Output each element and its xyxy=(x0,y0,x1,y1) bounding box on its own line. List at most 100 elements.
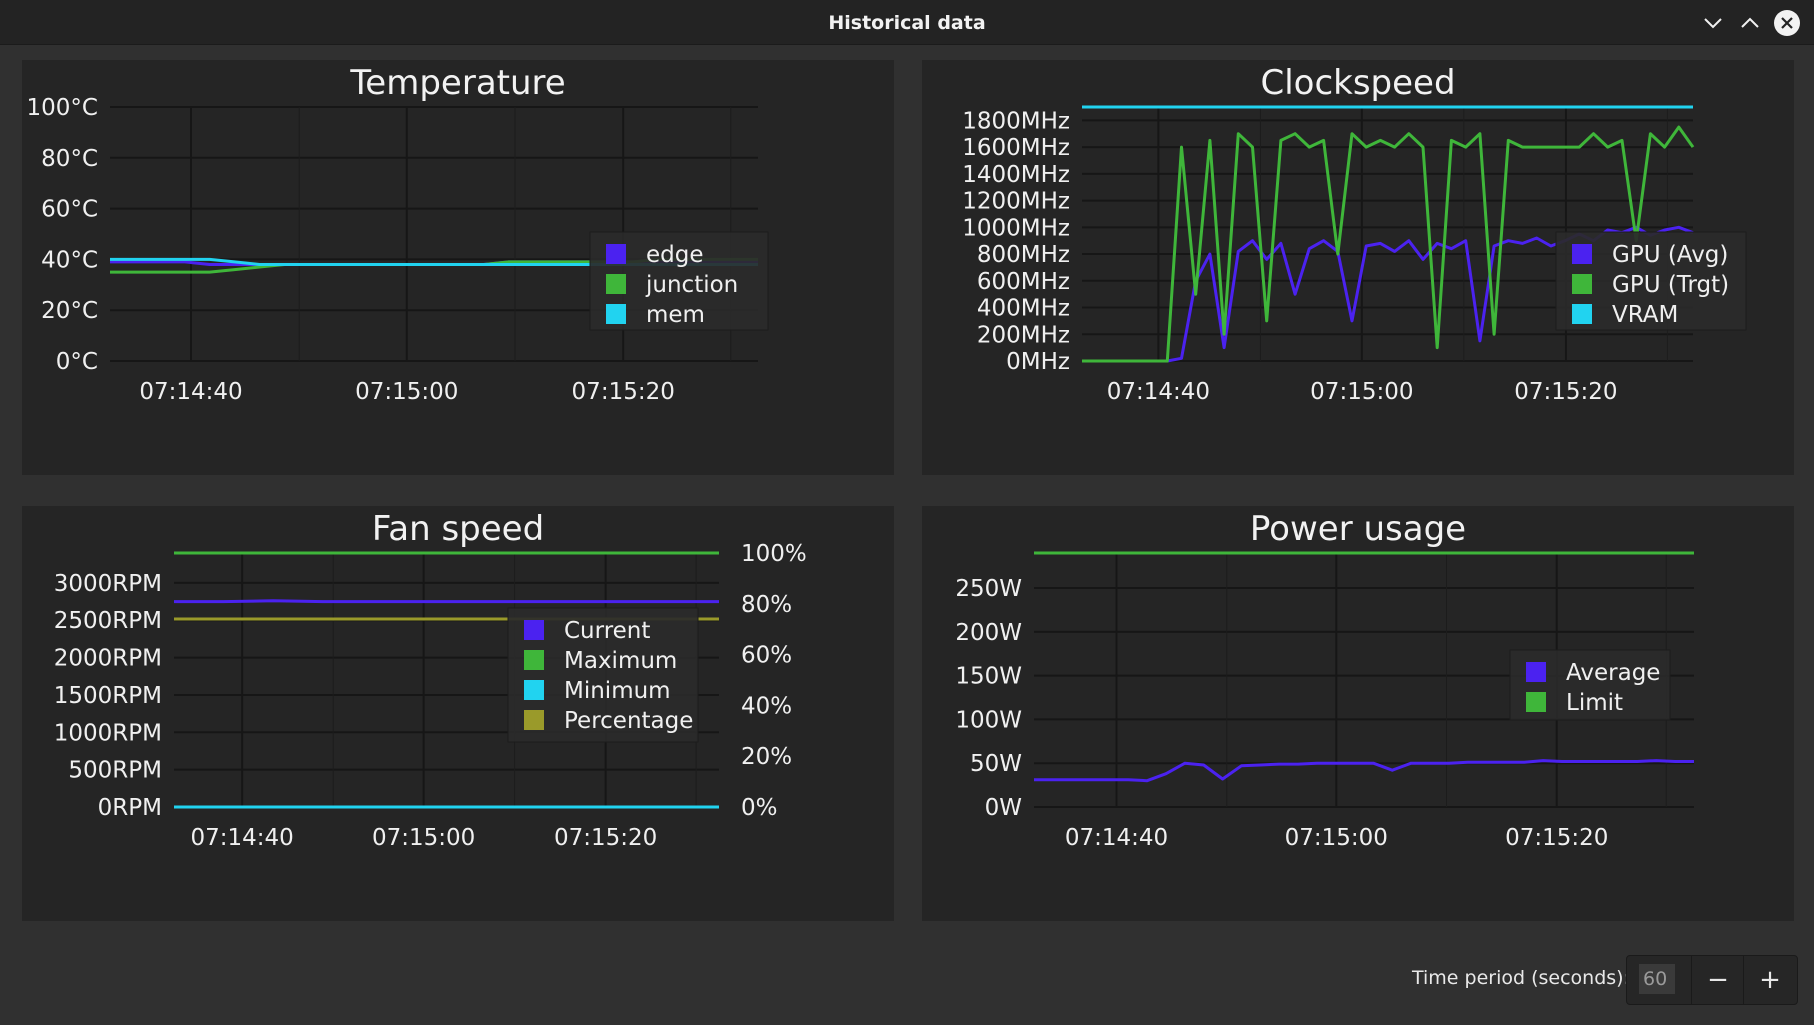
chart-svg: Power usage 0W 50W 100W 150W 200W 250W 07:14:40… xyxy=(955,509,1694,851)
close-icon xyxy=(1781,17,1793,29)
legend-label: edge xyxy=(646,242,704,268)
legend-label: GPU (Avg) xyxy=(1612,242,1728,268)
y-tick-label: 0W xyxy=(985,795,1022,821)
y-tick-label: 1000MHz xyxy=(962,215,1070,241)
x-tick-label: 07:14:40 xyxy=(190,825,293,851)
y2-tick-label: 20% xyxy=(741,744,792,770)
legend-swatch xyxy=(1572,274,1592,294)
decrease-button[interactable]: − xyxy=(1691,956,1744,1004)
legend-label: GPU (Trgt) xyxy=(1612,272,1729,298)
legend-label: mem xyxy=(646,302,705,328)
series-line-current xyxy=(174,599,719,604)
legend-label: Limit xyxy=(1566,690,1623,716)
series-line-gpu-trgt- xyxy=(1082,125,1695,363)
y-tick-label: 100°C xyxy=(27,95,98,121)
y-tick-label: 1800MHz xyxy=(962,108,1070,134)
x-tick-label: 07:15:00 xyxy=(372,825,475,851)
y2-tick-label: 60% xyxy=(741,643,792,669)
chart-title: Clockspeed xyxy=(1260,63,1455,103)
y-tick-label: 500RPM xyxy=(68,758,162,784)
time-period-control: Time period (seconds): 60 − + xyxy=(1380,955,1798,1005)
series-line-average xyxy=(1034,759,1694,783)
y-tick-label: 800MHz xyxy=(977,242,1070,268)
increase-button[interactable]: + xyxy=(1743,956,1796,1004)
y-tick-label: 40°C xyxy=(41,247,98,273)
legend-swatch xyxy=(524,710,544,730)
chart-title: Temperature xyxy=(349,63,565,103)
x-tick-label: 07:15:00 xyxy=(355,379,458,405)
legend-label: Current xyxy=(564,618,650,644)
legend-swatch xyxy=(606,274,626,294)
chart-svg: Temperature 0°C 20°C 40°C 60°C 80°C 100°C 07:14… xyxy=(27,63,769,405)
y-tick-label: 20°C xyxy=(41,298,98,324)
power-usage-chart-panel: Power usage 0W 50W 100W 150W 200W 250W 07:14:40… xyxy=(922,506,1794,921)
x-tick-label: 07:15:00 xyxy=(1310,379,1413,405)
y-tick-label: 150W xyxy=(955,664,1022,690)
legend-label: Maximum xyxy=(564,648,677,674)
legend-swatch xyxy=(524,680,544,700)
y-tick-label: 600MHz xyxy=(977,269,1070,295)
legend-swatch xyxy=(1572,304,1592,324)
y-tick-label: 3000RPM xyxy=(54,571,162,597)
y-tick-label: 1000RPM xyxy=(54,720,162,746)
y-tick-label: 400MHz xyxy=(977,296,1070,322)
legend-label: Percentage xyxy=(564,708,693,734)
time-period-spinbox[interactable]: 60 − + xyxy=(1626,955,1798,1005)
plus-icon: + xyxy=(1759,965,1781,995)
legend-swatch xyxy=(606,304,626,324)
y2-tick-label: 80% xyxy=(741,592,792,618)
legend-label: Average xyxy=(1566,660,1660,686)
legend: Current Maximum Minimum Percentage xyxy=(507,607,699,743)
y-tick-label: 1200MHz xyxy=(962,189,1070,215)
fan-speed-chart-panel: Fan speed 0RPM 500RPM 1000RPM 1500RPM 2000RPM… xyxy=(22,506,894,921)
y-tick-label: 80°C xyxy=(41,146,98,172)
minimize-button[interactable] xyxy=(1700,10,1726,36)
x-tick-label: 07:15:20 xyxy=(554,825,657,851)
chart-title: Fan speed xyxy=(372,509,544,549)
legend: GPU (Avg) GPU (Trgt) VRAM xyxy=(1555,231,1747,331)
window-title: Historical data xyxy=(828,12,986,34)
legend-swatch xyxy=(606,244,626,264)
chart-svg: Clockspeed 0MHz200MHz400MHz600MHz800MHz10… xyxy=(962,63,1747,405)
x-tick-label: 07:15:20 xyxy=(1505,825,1608,851)
legend-swatch xyxy=(1526,692,1546,712)
chart-svg: Fan speed 0RPM 500RPM 1000RPM 1500RPM 2000RPM… xyxy=(54,509,807,851)
chart-title: Power usage xyxy=(1250,509,1466,549)
y2-tick-label: 0% xyxy=(741,795,778,821)
clockspeed-chart-panel: Clockspeed 0MHz 200MHz 400MHz 600MHz 800MHz 10… xyxy=(922,60,1794,475)
legend-label: VRAM xyxy=(1612,302,1678,328)
close-button[interactable] xyxy=(1774,10,1800,36)
y-tick-label: 2000RPM xyxy=(54,646,162,672)
legend-swatch xyxy=(1526,662,1546,682)
maximize-button[interactable] xyxy=(1737,10,1763,36)
y-tick-label: 0MHz xyxy=(1006,349,1070,375)
legend: edge junction mem xyxy=(589,231,769,331)
y-tick-label: 2500RPM xyxy=(54,608,162,634)
title-bar: Historical data xyxy=(0,0,1814,45)
y-tick-label: 1400MHz xyxy=(962,162,1070,188)
legend-swatch xyxy=(524,650,544,670)
y-tick-label: 250W xyxy=(955,576,1022,602)
legend-swatch xyxy=(524,620,544,640)
x-tick-label: 07:15:00 xyxy=(1285,825,1388,851)
legend-label: junction xyxy=(645,272,738,298)
y-tick-label: 50W xyxy=(970,751,1022,777)
y-tick-label: 60°C xyxy=(41,197,98,223)
y-tick-label: 200W xyxy=(955,620,1022,646)
x-tick-label: 07:15:20 xyxy=(572,379,675,405)
legend: Average Limit xyxy=(1509,649,1671,721)
legend-swatch xyxy=(1572,244,1592,264)
temperature-chart-panel: Temperature 0°C 20°C 40°C 60°C 80°C 100°C 07:14… xyxy=(22,60,894,475)
time-period-label: Time period (seconds): xyxy=(1412,967,1630,989)
y-tick-label: 1600MHz xyxy=(962,135,1070,161)
y2-tick-label: 100% xyxy=(741,541,807,567)
legend-label: Minimum xyxy=(564,678,671,704)
chevron-down-icon xyxy=(1704,18,1722,29)
x-tick-label: 07:14:40 xyxy=(1065,825,1168,851)
time-period-value[interactable]: 60 xyxy=(1639,964,1675,994)
chevron-up-icon xyxy=(1741,17,1759,28)
x-tick-label: 07:14:40 xyxy=(1107,379,1210,405)
y-tick-label: 0RPM xyxy=(98,795,162,821)
minus-icon: − xyxy=(1707,965,1729,995)
